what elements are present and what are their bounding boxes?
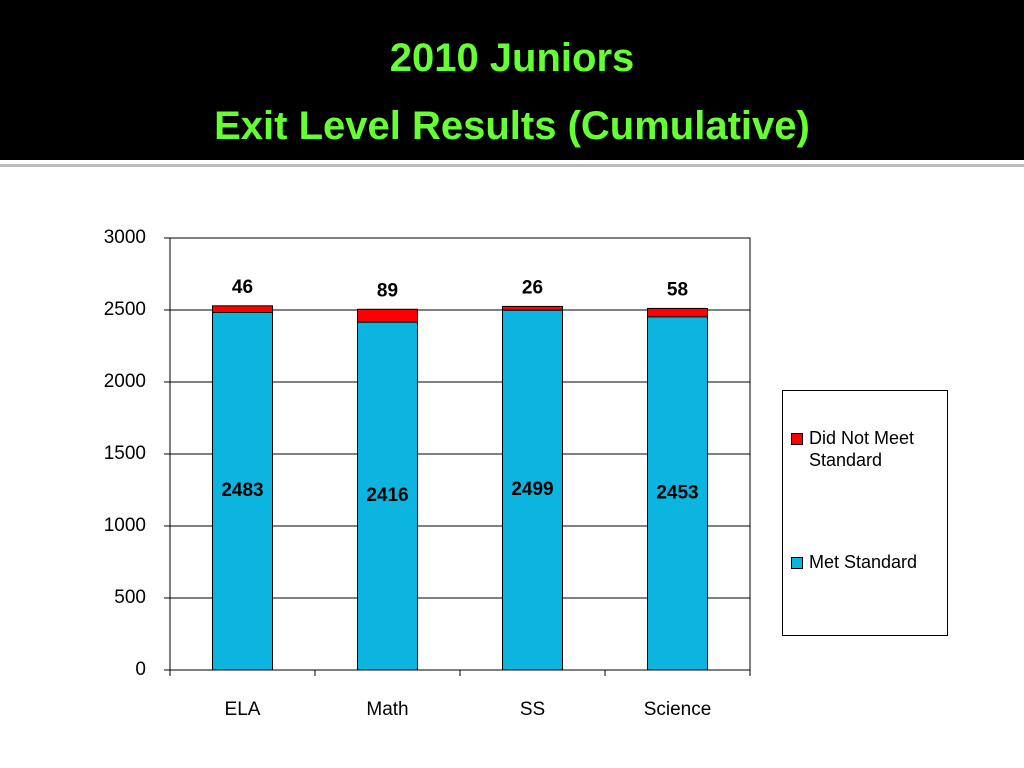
data-label: 2453 bbox=[656, 482, 698, 503]
y-tick-label: 0 bbox=[135, 659, 146, 680]
legend-label: Met Standard bbox=[809, 552, 918, 572]
chart-title: 2010 Juniors bbox=[389, 36, 635, 80]
x-tick-label: Math bbox=[366, 699, 408, 720]
y-tick-label: 3000 bbox=[104, 227, 146, 248]
header: 2010 Juniors Exit Level Results (Cumulat… bbox=[0, 0, 1024, 160]
bar-segment bbox=[647, 316, 708, 671]
bar-segment bbox=[502, 305, 563, 311]
bar-segment bbox=[212, 305, 273, 313]
data-label: 89 bbox=[377, 280, 398, 301]
x-tick-label: ELA bbox=[225, 699, 261, 720]
data-label: 2416 bbox=[366, 485, 408, 506]
y-tick-label: 1000 bbox=[104, 515, 146, 536]
x-tick-label: SS bbox=[520, 699, 545, 720]
bar-segment bbox=[647, 307, 708, 318]
chart-title: Exit Level Results (Cumulative) bbox=[214, 104, 810, 148]
bar-segment bbox=[502, 309, 563, 671]
data-label: 58 bbox=[667, 279, 688, 300]
legend-label: Did Not Meet Standard bbox=[809, 428, 915, 470]
y-tick-label: 500 bbox=[114, 587, 146, 608]
y-tick-label: 1500 bbox=[104, 443, 146, 464]
y-tick-label: 2500 bbox=[104, 299, 146, 320]
legend-swatch bbox=[791, 433, 803, 445]
legend: Did Not Meet Standard Met Standard bbox=[782, 390, 948, 636]
divider bbox=[0, 164, 1024, 167]
bar-segment bbox=[212, 311, 273, 671]
y-tick-label: 2000 bbox=[104, 371, 146, 392]
legend-swatch bbox=[791, 557, 803, 569]
data-label: 46 bbox=[232, 277, 253, 298]
data-label: 2483 bbox=[221, 480, 263, 501]
data-label: 2499 bbox=[511, 479, 553, 500]
bar-segment bbox=[357, 308, 418, 323]
x-tick-label: Science bbox=[644, 699, 712, 720]
data-label: 26 bbox=[522, 277, 543, 298]
